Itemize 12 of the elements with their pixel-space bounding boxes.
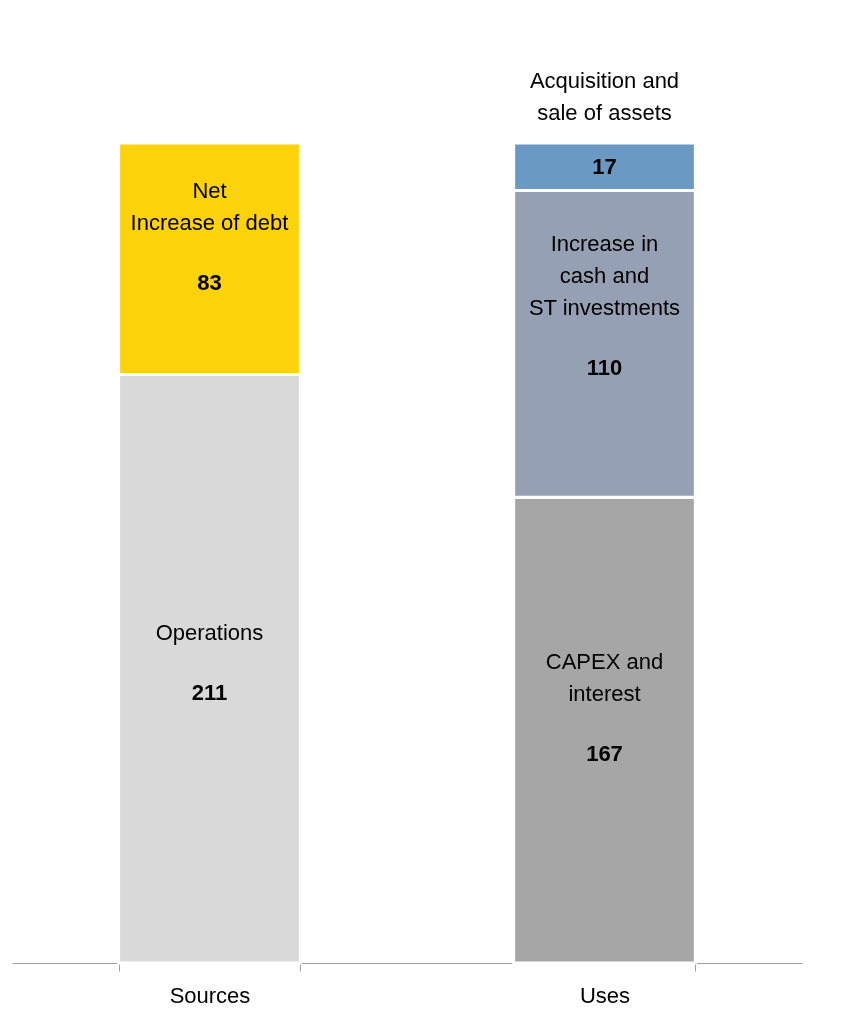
data-label: 17 [592,153,617,179]
data-label: 83 [197,269,222,295]
series-label: Acquisition and sale of assets [529,68,680,125]
series-label: Net Increase of debt [130,177,289,235]
x-tick-label: Uses [579,982,631,1008]
data-label: 167 [586,741,623,767]
x-tick-label: Sources [169,982,251,1008]
data-label: 211 [191,679,228,705]
series-label: Increase in cash and ST investments [528,230,681,320]
data-label: 110 [586,354,623,380]
series-label: Operations [155,619,264,645]
series-label: CAPEX and interest [545,649,664,707]
